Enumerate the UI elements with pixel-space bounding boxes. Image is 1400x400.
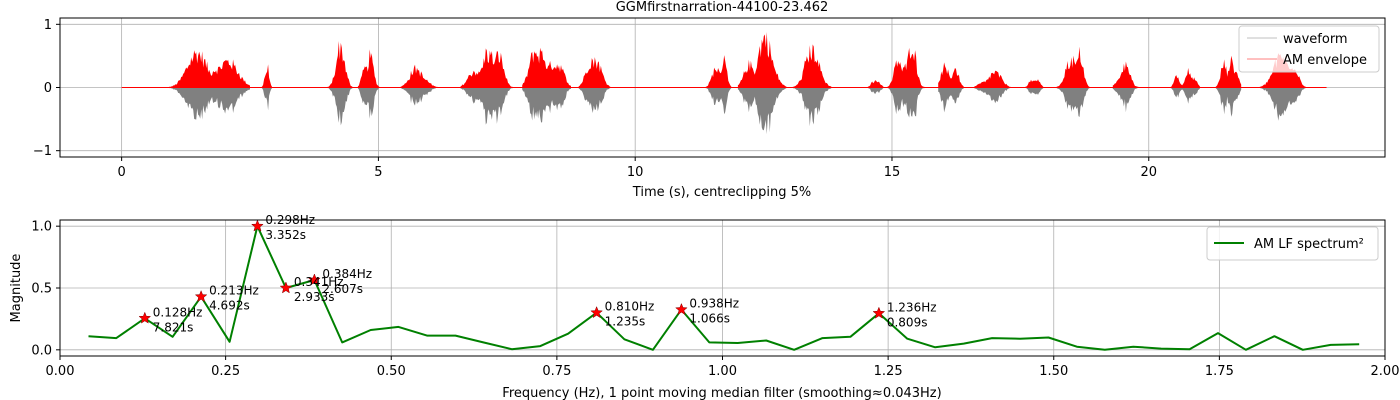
waveform-panel: GGMfirstnarration-44100-23.462 0 5 10 15 20 … xyxy=(33,0,1386,200)
legend-waveform-label: waveform xyxy=(1283,32,1348,47)
peak-frequency-label: 0.128Hz xyxy=(153,305,203,319)
am-envelope-fill xyxy=(165,32,1319,88)
spectrum-y-tick-label: 1.0 xyxy=(31,220,52,235)
spectrum-x-tick-label: 0.50 xyxy=(377,364,406,379)
peak-period-label: 7.821s xyxy=(153,320,194,334)
spectrum-y-axis-label: Magnitude xyxy=(9,254,24,323)
peak-frequency-label: 0.384Hz xyxy=(322,267,372,281)
peak-markers xyxy=(138,219,886,324)
waveform-y-tick-label: −1 xyxy=(33,144,52,159)
peak-frequency-label: 0.341Hz xyxy=(294,275,344,289)
waveform-y-tick-label: 0 xyxy=(44,81,52,96)
waveform-series xyxy=(165,87,1319,135)
waveform-x-tick-label: 5 xyxy=(374,165,382,180)
spectrum-x-tick-label: 0.00 xyxy=(46,364,75,379)
spectrum-x-tick-label: 2.00 xyxy=(1371,364,1400,379)
spectrum-x-tick-label: 1.75 xyxy=(1205,364,1234,379)
peak-frequency-label: 1.236Hz xyxy=(887,300,937,314)
peak-frequency-label: 0.938Hz xyxy=(689,297,739,311)
waveform-x-tick-label: 20 xyxy=(1140,165,1157,180)
peak-period-label: 1.235s xyxy=(605,315,646,329)
peak-period-label: 2.933s xyxy=(294,290,335,304)
spectrum-x-tick-label: 0.75 xyxy=(542,364,571,379)
waveform-x-tick-label: 15 xyxy=(884,165,901,180)
waveform-legend: waveform AM envelope xyxy=(1238,25,1380,73)
peak-star-marker xyxy=(308,273,321,286)
spectrum-x-tick-label: 1.25 xyxy=(874,364,903,379)
peak-star-marker xyxy=(675,302,688,316)
peak-period-label: 2.607s xyxy=(322,282,363,296)
peak-star-marker xyxy=(590,306,603,319)
waveform-y-tick-label: 1 xyxy=(44,18,52,33)
spectrum-x-ticks: 0.00 0.25 0.50 0.75 1.00 1.25 1.50 1.75 2.00 xyxy=(46,356,1400,379)
peak-star-marker xyxy=(138,311,152,324)
peak-star-marker xyxy=(279,281,293,294)
am-lf-spectrum-line xyxy=(88,225,1360,351)
peak-star-marker xyxy=(251,219,264,232)
peak-period-label: 1.066s xyxy=(689,312,730,326)
spectrum-x-axis-label: Frequency (Hz), 1 point moving median fi… xyxy=(502,386,941,400)
waveform-x-axis-label: Time (s), centreclipping 5% xyxy=(632,185,811,200)
peak-star-marker xyxy=(194,290,208,303)
spectrum-x-tick-label: 0.25 xyxy=(211,364,240,379)
waveform-x-ticks: 0 5 10 15 20 xyxy=(117,157,1157,180)
peak-star-marker xyxy=(872,306,886,319)
peak-frequency-label: 0.213Hz xyxy=(209,284,259,298)
peak-annotations: 0.128Hz7.821s0.213Hz4.692s0.298Hz3.352s0… xyxy=(153,213,937,334)
am-envelope-series xyxy=(121,32,1327,88)
spectrum-x-tick-label: 1.50 xyxy=(1039,364,1068,379)
peak-period-label: 3.352s xyxy=(265,228,306,242)
spectrum-legend: AM LF spectrum² xyxy=(1206,226,1379,261)
waveform-legend-box xyxy=(1238,25,1380,73)
waveform-title: GGMfirstnarration-44100-23.462 xyxy=(616,0,829,15)
legend-spectrum-label: AM LF spectrum² xyxy=(1254,237,1364,252)
spectrum-legend-box xyxy=(1206,226,1379,261)
waveform-lower-fill xyxy=(165,87,1319,135)
spectrum-y-tick-label: 0.0 xyxy=(31,343,52,358)
spectrum-x-tick-label: 1.00 xyxy=(708,364,737,379)
spectrum-y-ticks: 0.0 0.5 1.0 xyxy=(31,220,60,358)
peak-period-label: 0.809s xyxy=(887,315,928,329)
waveform-y-ticks: −1 0 1 xyxy=(33,18,60,159)
waveform-x-tick-label: 0 xyxy=(117,165,125,180)
peak-frequency-label: 0.810Hz xyxy=(605,300,655,314)
spectrum-panel: 0.128Hz7.821s0.213Hz4.692s0.298Hz3.352s0… xyxy=(9,213,1399,400)
spectrum-y-tick-label: 0.5 xyxy=(31,282,52,297)
peak-period-label: 4.692s xyxy=(209,299,250,313)
waveform-x-tick-label: 10 xyxy=(627,165,644,180)
legend-envelope-label: AM envelope xyxy=(1283,53,1367,68)
